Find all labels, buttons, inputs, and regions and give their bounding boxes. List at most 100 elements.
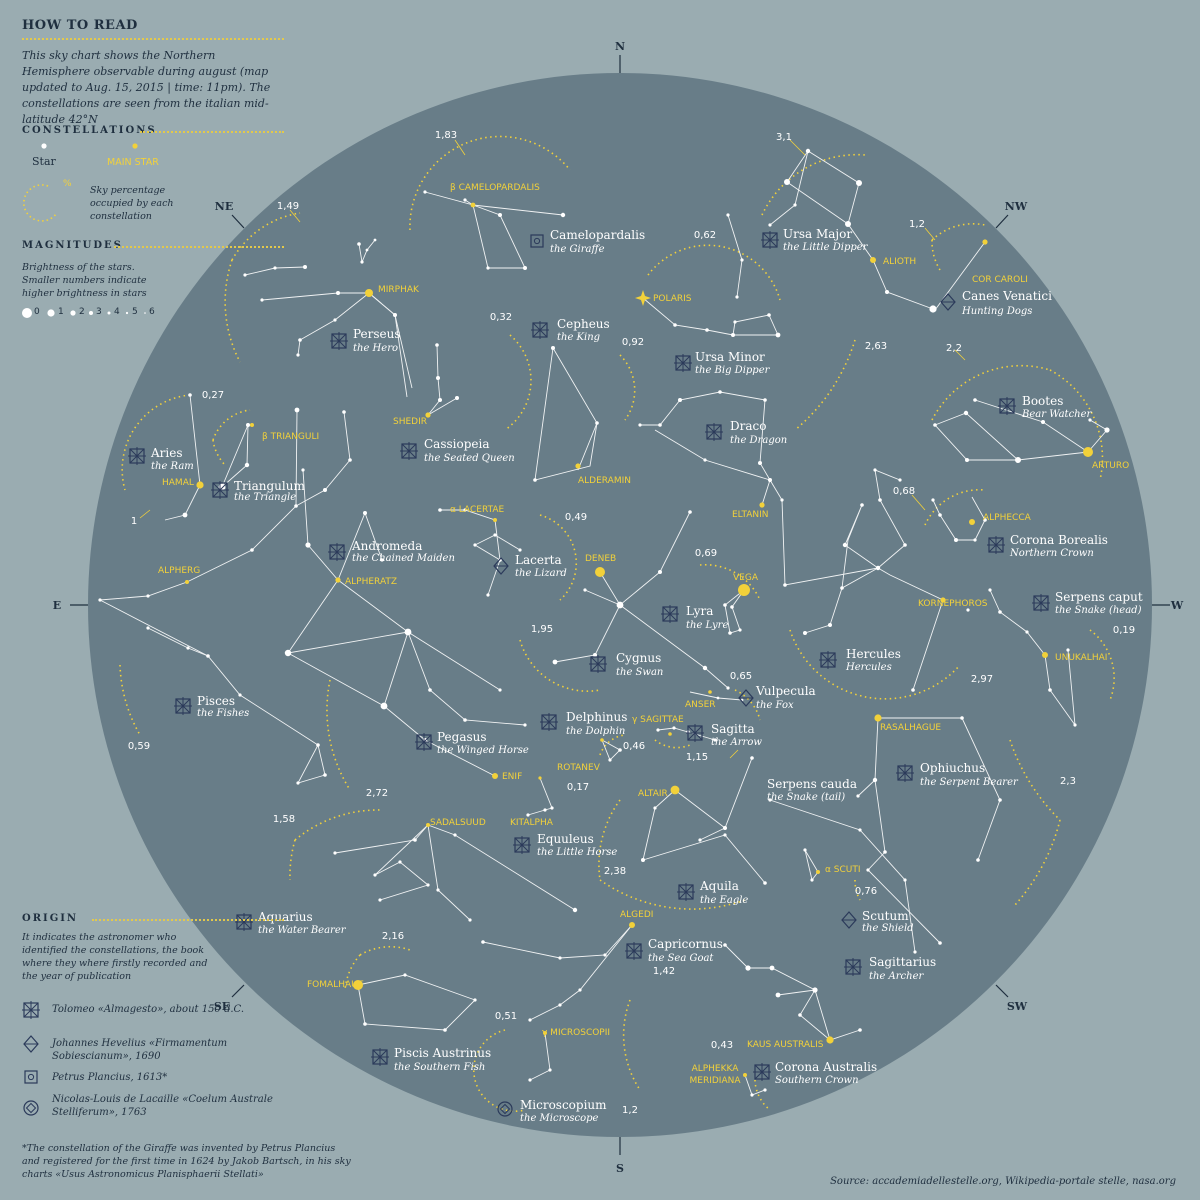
- star-mirphak: MIRPHAK: [378, 285, 420, 295]
- footnote: *The constellation of the Giraffe was in…: [22, 1143, 351, 1180]
- divider: [114, 246, 284, 248]
- magnitude-label: 1: [58, 307, 64, 317]
- lacaille-icon: [23, 1100, 39, 1116]
- stars: [98, 148, 1110, 1097]
- svg-text:the Fishes: the Fishes: [197, 708, 249, 719]
- pct-vulpecula: 0,65: [730, 671, 752, 682]
- svg-text:Northern Crown: Northern Crown: [1009, 548, 1094, 559]
- tolomeo-icon: [415, 733, 433, 751]
- pct-draco: 2,63: [865, 341, 887, 352]
- tolomeo-icon: [677, 883, 695, 901]
- origin-legend-icons: [22, 1001, 40, 1116]
- pct-lacerta: 0,49: [565, 512, 587, 523]
- magnitude-label: 2: [79, 307, 85, 317]
- tolomeo-icon: [819, 651, 837, 669]
- tolomeo-icon: [513, 836, 531, 854]
- divider: [92, 919, 284, 921]
- pct-delphinus: 0,46: [623, 741, 645, 752]
- tolomeo-icon: [531, 321, 549, 339]
- label-sagitta: Sagitta: [711, 722, 755, 736]
- label-cepheus: Cepheus: [557, 317, 610, 331]
- magnitudes-desc: Brightness of the stars. Smaller numbers…: [22, 262, 147, 299]
- tolomeo-icon: [540, 713, 558, 731]
- star-sadalsuud: SADALSUUD: [430, 818, 486, 828]
- svg-text:the Big Dipper: the Big Dipper: [695, 365, 771, 376]
- label-corona-borealis: Corona Borealis: [1010, 533, 1108, 547]
- origin-heading: ORIGIN: [22, 913, 79, 924]
- star-alphecca: ALPHECCA: [983, 513, 1032, 523]
- legend-main-star-dot: [132, 143, 138, 149]
- star-alphekka-meridiana-line2: MERIDIANA: [690, 1076, 742, 1086]
- magnitude-label: 5: [132, 307, 138, 317]
- svg-text:the Winged Horse: the Winged Horse: [437, 745, 529, 756]
- star-rasalhague: RASALHAGUE: [880, 723, 941, 733]
- label-cygnus: Cygnus: [616, 651, 661, 665]
- svg-text:the Fox: the Fox: [756, 700, 794, 711]
- lacaille-icon: [497, 1101, 513, 1117]
- label-ursa-minor: Ursa Minor: [695, 350, 765, 364]
- svg-text:the Hero: the Hero: [353, 343, 398, 354]
- tolomeo-icon: [761, 231, 779, 249]
- label-aries: Aries: [150, 446, 183, 460]
- svg-text:the Archer: the Archer: [869, 971, 925, 982]
- tolomeo-icon: [235, 913, 253, 931]
- legend-title: HOW TO READ: [22, 18, 138, 33]
- hevelius-icon: [841, 911, 857, 929]
- pct-canes-venatici: 1,2: [909, 219, 925, 230]
- legend-percent-desc: Sky percentage occupied by each constell…: [90, 185, 174, 222]
- label-aquila: Aquila: [699, 879, 739, 893]
- star-rotanev: ROTANEV: [557, 763, 601, 773]
- plancius-icon: [530, 234, 544, 248]
- label-draco: Draco: [730, 419, 766, 433]
- label-scutum: Scutum: [862, 909, 909, 923]
- star-cor-caroli: COR CAROLI: [972, 275, 1028, 285]
- label-hercules: Hercules: [846, 647, 901, 661]
- pct-sagitta: 1,15: [686, 752, 708, 763]
- percentage-labels: 1,83 1,49 3,1 1,2 0,62 0,92 0,32 2,63 2,…: [128, 130, 1135, 1116]
- label-bootes: Bootes: [1022, 394, 1063, 408]
- star-enif: ENIF: [502, 772, 522, 782]
- svg-text:the Little Horse: the Little Horse: [537, 847, 617, 858]
- label-pegasus: Pegasus: [437, 730, 487, 744]
- star-gamma-microscopii: γ MICROSCOPII: [542, 1028, 610, 1038]
- label-perseus: Perseus: [353, 327, 401, 341]
- star-alphekka-meridiana-line1: ALPHEKKA: [692, 1064, 740, 1074]
- hevelius-icon: [23, 1035, 39, 1053]
- svg-text:Hunting Dogs: Hunting Dogs: [961, 306, 1032, 317]
- tolomeo-icon: [998, 397, 1016, 415]
- pct-bootes: 2,2: [946, 343, 962, 354]
- pct-corona-australis: 0,43: [711, 1040, 733, 1051]
- pct-aquarius: 1,58: [273, 814, 295, 825]
- compass-ne: NE: [215, 200, 233, 213]
- svg-text:the Serpent Bearer: the Serpent Bearer: [920, 777, 1019, 788]
- svg-text:the Lyre: the Lyre: [686, 620, 728, 631]
- label-triangulum: Triangulum: [234, 479, 305, 493]
- legend-percent-arc: [23, 184, 57, 222]
- star-alpherg: ALPHERG: [158, 566, 200, 576]
- label-sagittarius: Sagittarius: [869, 955, 936, 969]
- star-hamal: HAMAL: [162, 478, 194, 488]
- hevelius-icon: [738, 689, 754, 707]
- svg-text:the Triangle: the Triangle: [234, 492, 296, 503]
- label-serpens-cauda: Serpens cauda: [767, 777, 857, 791]
- tolomeo-icon: [1032, 594, 1050, 612]
- star-deneb: DENEB: [585, 554, 616, 564]
- tolomeo-icon: [987, 536, 1005, 554]
- alphekka-label: ALPHEKKA MERIDIANA: [690, 1064, 742, 1086]
- svg-text:the Ram: the Ram: [151, 461, 194, 472]
- pct-microscopium: 0,51: [495, 1011, 517, 1022]
- pct-scutum: 0,76: [855, 886, 877, 897]
- label-lacerta: Lacerta: [515, 553, 562, 567]
- label-camelopardalis: Camelopardalis: [550, 228, 645, 242]
- pct-capricornus: 1,42: [653, 966, 675, 977]
- label-aquarius: Aquarius: [257, 910, 313, 924]
- pct-ursa-major: 3,1: [776, 132, 792, 143]
- compass-nw: NW: [1005, 200, 1028, 213]
- label-cassiopeia: Cassiopeia: [424, 437, 490, 451]
- percentage-arcs: [119, 135, 1115, 1113]
- magnitude-dots: [22, 308, 146, 318]
- tolomeo-icon: [211, 481, 229, 499]
- star-shedir: SHEDIR: [393, 417, 427, 427]
- label-capricornus: Capricornus: [648, 937, 723, 951]
- constellation-origin-icons: [128, 231, 1050, 1117]
